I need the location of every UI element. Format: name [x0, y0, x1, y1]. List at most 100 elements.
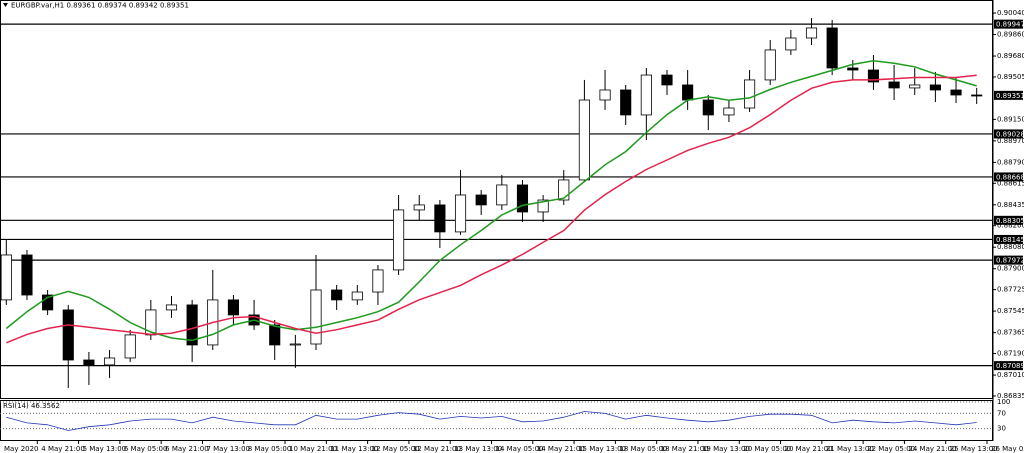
level-label: 0.88305 [996, 217, 1024, 225]
candle-body [929, 84, 941, 91]
candle-body [351, 291, 363, 301]
candle-body [434, 204, 446, 233]
x-tick-label: 19 May 13:00 [702, 445, 750, 453]
x-tick-label: 14 May 05:00 [496, 445, 544, 453]
candle-body [744, 79, 756, 109]
candle-body [723, 107, 735, 116]
x-tick-label: 12 May 21:00 [413, 445, 461, 453]
y-tick-label: 0.87900 [997, 265, 1024, 273]
candle-body [227, 299, 239, 316]
candle-body [454, 194, 467, 233]
x-tick-label: 26 May 05:00 [991, 445, 1024, 453]
y-tick-label: 0.89680 [997, 52, 1024, 60]
y-tick-label: 0.88080 [997, 243, 1024, 251]
x-tick-label: 11 May 13:00 [330, 445, 378, 453]
candle-body [103, 357, 116, 366]
candle-body [42, 294, 54, 311]
y-tick-label: 0.86835 [997, 392, 1024, 400]
candle-body [847, 67, 859, 71]
x-tick-label: 12 May 05:00 [372, 445, 420, 453]
last-price-label: 0.89351 [996, 92, 1024, 100]
candle-body [950, 89, 962, 96]
candle-body [516, 184, 529, 213]
candle-body [578, 99, 590, 181]
y-tick-label: 0.89860 [997, 31, 1024, 39]
level-label: 0.89947 [996, 21, 1024, 29]
x-tick-label: 8 May 05:00 [248, 445, 292, 453]
y-tick-label: 0.87010 [997, 371, 1024, 379]
candle-body [558, 179, 570, 201]
candle-body [888, 81, 900, 89]
candle-body [661, 74, 673, 86]
x-tick-label: 13 May 13:00 [454, 445, 502, 453]
rsi-tick-label: 30 [997, 425, 1006, 433]
x-tick-label: 22 May 05:00 [867, 445, 915, 453]
candle-body [475, 194, 487, 206]
y-tick-label: 0.88970 [997, 137, 1024, 145]
rsi-panel [0, 400, 993, 441]
candle-body [289, 343, 301, 346]
y-tick-label: 0.87725 [997, 286, 1024, 294]
candle-body [909, 84, 921, 89]
candle-body [867, 69, 880, 83]
x-tick-label: 6 May 21:00 [165, 445, 209, 453]
x-tick-label: 14 May 21:00 [537, 445, 585, 453]
x-tick-label: May 2020 [4, 445, 39, 453]
x-tick-label: 25 May 13:00 [950, 445, 998, 453]
x-tick-label: 20 May 21:00 [785, 445, 833, 453]
level-label-box [994, 215, 1023, 225]
y-tick-label: 0.88790 [997, 158, 1024, 166]
candle-body [393, 209, 405, 271]
candle-body [83, 359, 95, 366]
candle-body [537, 199, 549, 213]
candle-body [764, 49, 776, 81]
y-tick-label: 0.90040 [997, 9, 1024, 17]
y-tick-label: 0.89150 [997, 115, 1024, 123]
candle-body [971, 94, 983, 97]
candle-body [682, 84, 694, 101]
x-tick-label: 6 May 05:00 [124, 445, 168, 453]
candle-body [599, 89, 611, 101]
x-tick-label: 10 May 21:00 [289, 445, 337, 453]
moving-average [6, 74, 977, 344]
candle-body [62, 309, 74, 361]
x-tick-label: 4 May 21:00 [41, 445, 85, 453]
x-tick-label: 7 May 13:00 [206, 445, 250, 453]
candle-body [620, 89, 632, 116]
y-tick-label: 0.88260 [997, 222, 1024, 230]
candle-body [331, 289, 343, 301]
x-tick-label: 20 May 05:00 [743, 445, 791, 453]
chart-title: EURGBP.var,H1 0.89361 0.89374 0.89342 0.… [11, 2, 189, 10]
x-tick-label: 15 May 13:00 [578, 445, 626, 453]
x-tick-label: 24 May 21:00 [908, 445, 956, 453]
rsi-tick-label: 100 [997, 398, 1010, 406]
moving-average [5, 60, 977, 342]
level-label: 0.88668 [996, 173, 1024, 181]
x-tick-label: 18 May 05:00 [619, 445, 667, 453]
candle-body [269, 324, 281, 346]
x-tick-label: 18 May 21:00 [661, 445, 709, 453]
level-label-box [994, 234, 1023, 244]
rsi-tick-label: 70 [997, 409, 1006, 417]
candle-body [413, 204, 425, 211]
candle-body [702, 99, 714, 116]
candle-body [0, 254, 12, 301]
candle-body [496, 184, 508, 206]
y-tick-label: 0.87190 [997, 350, 1024, 358]
level-label: 0.88145 [996, 236, 1024, 244]
level-label-box [994, 255, 1023, 265]
candle-body [310, 289, 322, 345]
y-tick-label: 0.89505 [997, 73, 1024, 81]
rsi-label: RSI(14) 46.3562 [3, 402, 60, 410]
y-tick-label: 0.87365 [997, 329, 1024, 337]
level-label-box [994, 19, 1023, 29]
last-price-box [994, 90, 1023, 100]
rsi-line [6, 411, 977, 431]
candle-body [372, 269, 384, 293]
x-tick-label: 21 May 13:00 [826, 445, 874, 453]
candle-body [640, 74, 652, 116]
candle-body [124, 334, 136, 359]
candle-body [21, 254, 33, 296]
level-label-box [994, 129, 1023, 139]
